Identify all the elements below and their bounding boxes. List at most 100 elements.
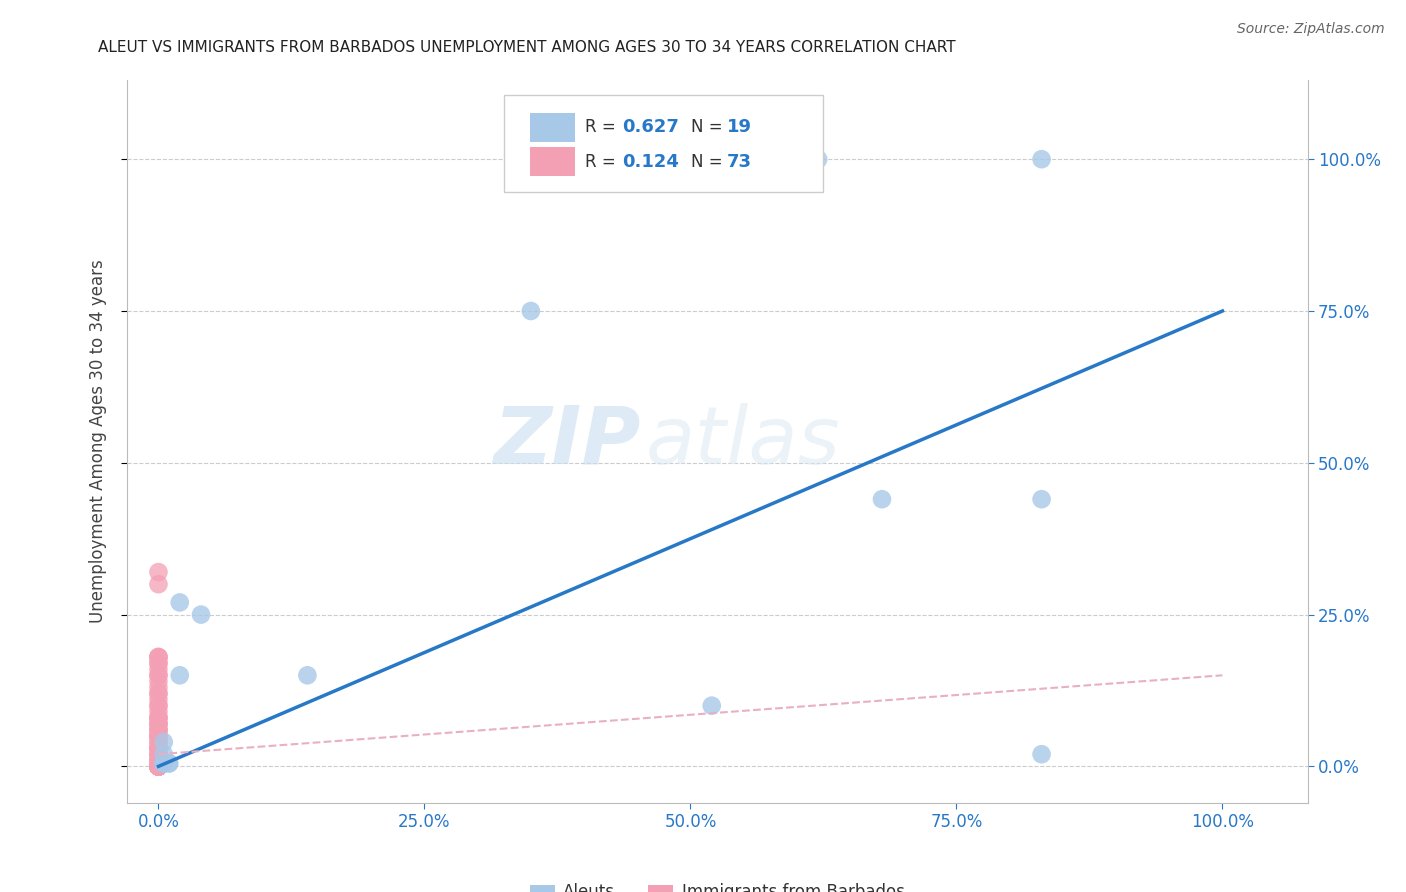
Point [148, 681, 170, 695]
Text: 0.627: 0.627 [623, 119, 679, 136]
Text: 19: 19 [727, 119, 752, 136]
Point [148, 759, 170, 773]
Point [148, 747, 170, 762]
Point [148, 735, 170, 749]
Point [148, 698, 170, 713]
Point [148, 759, 170, 773]
Point [148, 759, 170, 773]
Point [152, 735, 174, 749]
FancyBboxPatch shape [505, 95, 824, 193]
Point [148, 741, 170, 756]
Point [148, 759, 170, 773]
Point [148, 747, 170, 762]
Text: ALEUT VS IMMIGRANTS FROM BARBADOS UNEMPLOYMENT AMONG AGES 30 TO 34 YEARS CORRELA: ALEUT VS IMMIGRANTS FROM BARBADOS UNEMPL… [98, 40, 956, 55]
Point [152, 747, 174, 762]
Point [148, 717, 170, 731]
Point [148, 759, 170, 773]
Point [148, 729, 170, 743]
Point [148, 759, 170, 773]
Point [700, 698, 723, 713]
Point [1031, 492, 1053, 507]
Text: atlas: atlas [647, 402, 841, 481]
Point [148, 686, 170, 700]
Point [148, 735, 170, 749]
Text: R =: R = [585, 153, 621, 171]
Point [148, 759, 170, 773]
FancyBboxPatch shape [530, 112, 575, 142]
Point [148, 759, 170, 773]
Point [148, 759, 170, 773]
Point [152, 756, 174, 771]
Point [148, 747, 170, 762]
Point [148, 674, 170, 689]
Point [148, 650, 170, 665]
Point [152, 756, 174, 771]
Point [148, 759, 170, 773]
Point [148, 717, 170, 731]
Text: ZIP: ZIP [494, 402, 640, 481]
Point [148, 759, 170, 773]
Point [148, 729, 170, 743]
Point [148, 668, 170, 682]
Text: R =: R = [585, 119, 621, 136]
Point [148, 759, 170, 773]
Point [148, 741, 170, 756]
Point [148, 577, 170, 591]
Point [148, 662, 170, 676]
Point [148, 729, 170, 743]
Point [148, 759, 170, 773]
Point [148, 711, 170, 725]
Point [152, 756, 174, 771]
Text: Source: ZipAtlas.com: Source: ZipAtlas.com [1237, 22, 1385, 37]
Point [148, 759, 170, 773]
Point [169, 595, 191, 609]
Text: N =: N = [692, 153, 728, 171]
Point [148, 753, 170, 767]
Point [148, 729, 170, 743]
Point [148, 711, 170, 725]
Point [148, 759, 170, 773]
Point [148, 759, 170, 773]
Point [148, 717, 170, 731]
Point [148, 668, 170, 682]
Point [148, 759, 170, 773]
Point [157, 756, 180, 771]
Point [169, 668, 191, 682]
Point [1031, 152, 1053, 166]
Point [148, 686, 170, 700]
Point [148, 723, 170, 737]
Point [148, 759, 170, 773]
Point [520, 304, 543, 318]
Point [148, 741, 170, 756]
Point [870, 492, 893, 507]
Point [152, 756, 174, 771]
Point [148, 759, 170, 773]
Point [1031, 747, 1053, 762]
Point [148, 759, 170, 773]
Point [148, 741, 170, 756]
Point [148, 692, 170, 706]
Point [148, 650, 170, 665]
Point [148, 759, 170, 773]
Point [148, 759, 170, 773]
Point [148, 650, 170, 665]
Point [190, 607, 212, 622]
Point [148, 698, 170, 713]
FancyBboxPatch shape [530, 147, 575, 177]
Y-axis label: Unemployment Among Ages 30 to 34 years: Unemployment Among Ages 30 to 34 years [89, 260, 107, 624]
Point [148, 759, 170, 773]
Point [807, 152, 830, 166]
Point [148, 705, 170, 719]
Point [148, 759, 170, 773]
Point [148, 656, 170, 670]
Point [148, 759, 170, 773]
Point [148, 759, 170, 773]
Point [148, 759, 170, 773]
Point [148, 759, 170, 773]
Text: 0.124: 0.124 [623, 153, 679, 171]
Point [148, 565, 170, 579]
Point [148, 723, 170, 737]
Point [148, 759, 170, 773]
Point [157, 756, 180, 771]
Point [148, 711, 170, 725]
